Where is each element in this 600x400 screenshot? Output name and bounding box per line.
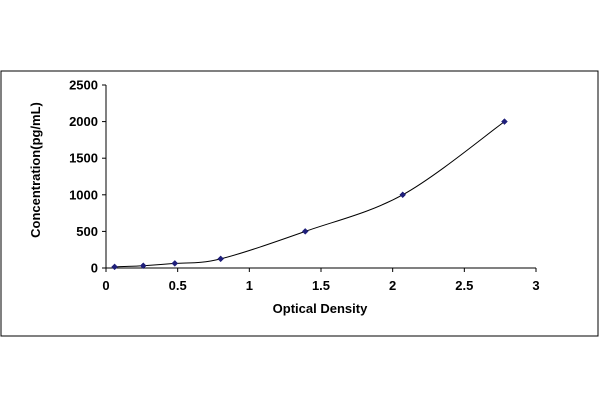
y-tick-label: 1500 xyxy=(69,151,98,166)
x-axis-title: Optical Density xyxy=(273,301,368,316)
x-tick-label: 3 xyxy=(532,278,539,293)
x-tick-label: 1 xyxy=(246,278,253,293)
x-ticks: 0 0.5 1 1.5 2 2.5 3 xyxy=(102,268,540,293)
x-tick-label: 2.5 xyxy=(455,278,473,293)
data-point-marker xyxy=(171,260,179,267)
y-tick-label: 1000 xyxy=(69,187,98,202)
x-tick-label: 1.5 xyxy=(312,278,330,293)
x-tick-label: 2 xyxy=(389,278,396,293)
x-tick-label: 0.5 xyxy=(169,278,187,293)
x-tick-label: 0 xyxy=(102,278,109,293)
data-point-marker xyxy=(399,191,407,199)
y-tick-label: 2500 xyxy=(69,78,98,93)
data-point-marker xyxy=(111,263,118,271)
data-point-marker xyxy=(501,118,508,125)
y-tick-label: 2000 xyxy=(69,114,98,129)
data-markers xyxy=(111,118,508,271)
data-point-marker xyxy=(217,255,225,263)
plot-area: 0 500 1000 1500 2000 2500 0 0.5 1 1.5 2 2.5 3 xyxy=(69,78,540,294)
y-tick-label: 500 xyxy=(76,224,98,239)
chart-frame xyxy=(0,70,599,337)
y-ticks: 0 500 1000 1500 2000 2500 xyxy=(69,78,106,276)
data-point-marker xyxy=(301,228,309,235)
y-tick-label: 0 xyxy=(91,261,98,276)
data-point-marker xyxy=(139,262,147,270)
y-axis-title: Concentration(pg/mL) xyxy=(28,102,43,238)
